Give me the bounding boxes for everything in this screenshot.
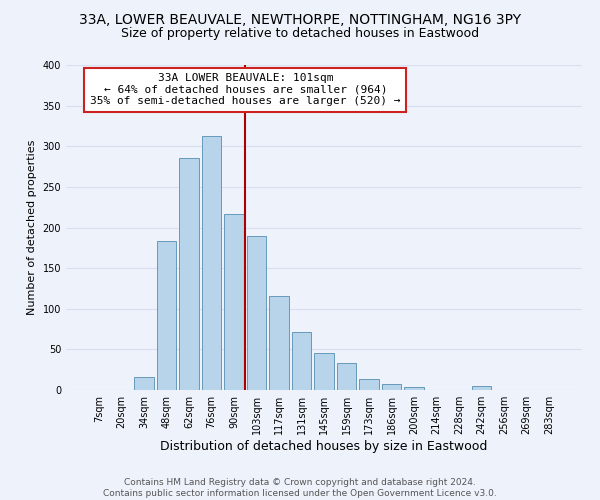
Bar: [179, 158, 199, 390]
Bar: [337, 363, 356, 390]
Bar: [202, 136, 221, 390]
Y-axis label: Number of detached properties: Number of detached properties: [27, 140, 37, 315]
Bar: [292, 332, 311, 390]
Text: Contains HM Land Registry data © Crown copyright and database right 2024.
Contai: Contains HM Land Registry data © Crown c…: [103, 478, 497, 498]
Bar: [359, 380, 379, 390]
Bar: [382, 384, 401, 390]
Bar: [269, 296, 289, 390]
Bar: [247, 236, 266, 390]
Text: 33A LOWER BEAUVALE: 101sqm
← 64% of detached houses are smaller (964)
35% of sem: 33A LOWER BEAUVALE: 101sqm ← 64% of deta…: [90, 73, 401, 106]
Text: Size of property relative to detached houses in Eastwood: Size of property relative to detached ho…: [121, 28, 479, 40]
Bar: [314, 354, 334, 390]
Bar: [134, 377, 154, 390]
Bar: [472, 386, 491, 390]
Text: 33A, LOWER BEAUVALE, NEWTHORPE, NOTTINGHAM, NG16 3PY: 33A, LOWER BEAUVALE, NEWTHORPE, NOTTINGH…: [79, 12, 521, 26]
Bar: [224, 214, 244, 390]
X-axis label: Distribution of detached houses by size in Eastwood: Distribution of detached houses by size …: [160, 440, 488, 453]
Bar: [404, 387, 424, 390]
Bar: [157, 240, 176, 390]
